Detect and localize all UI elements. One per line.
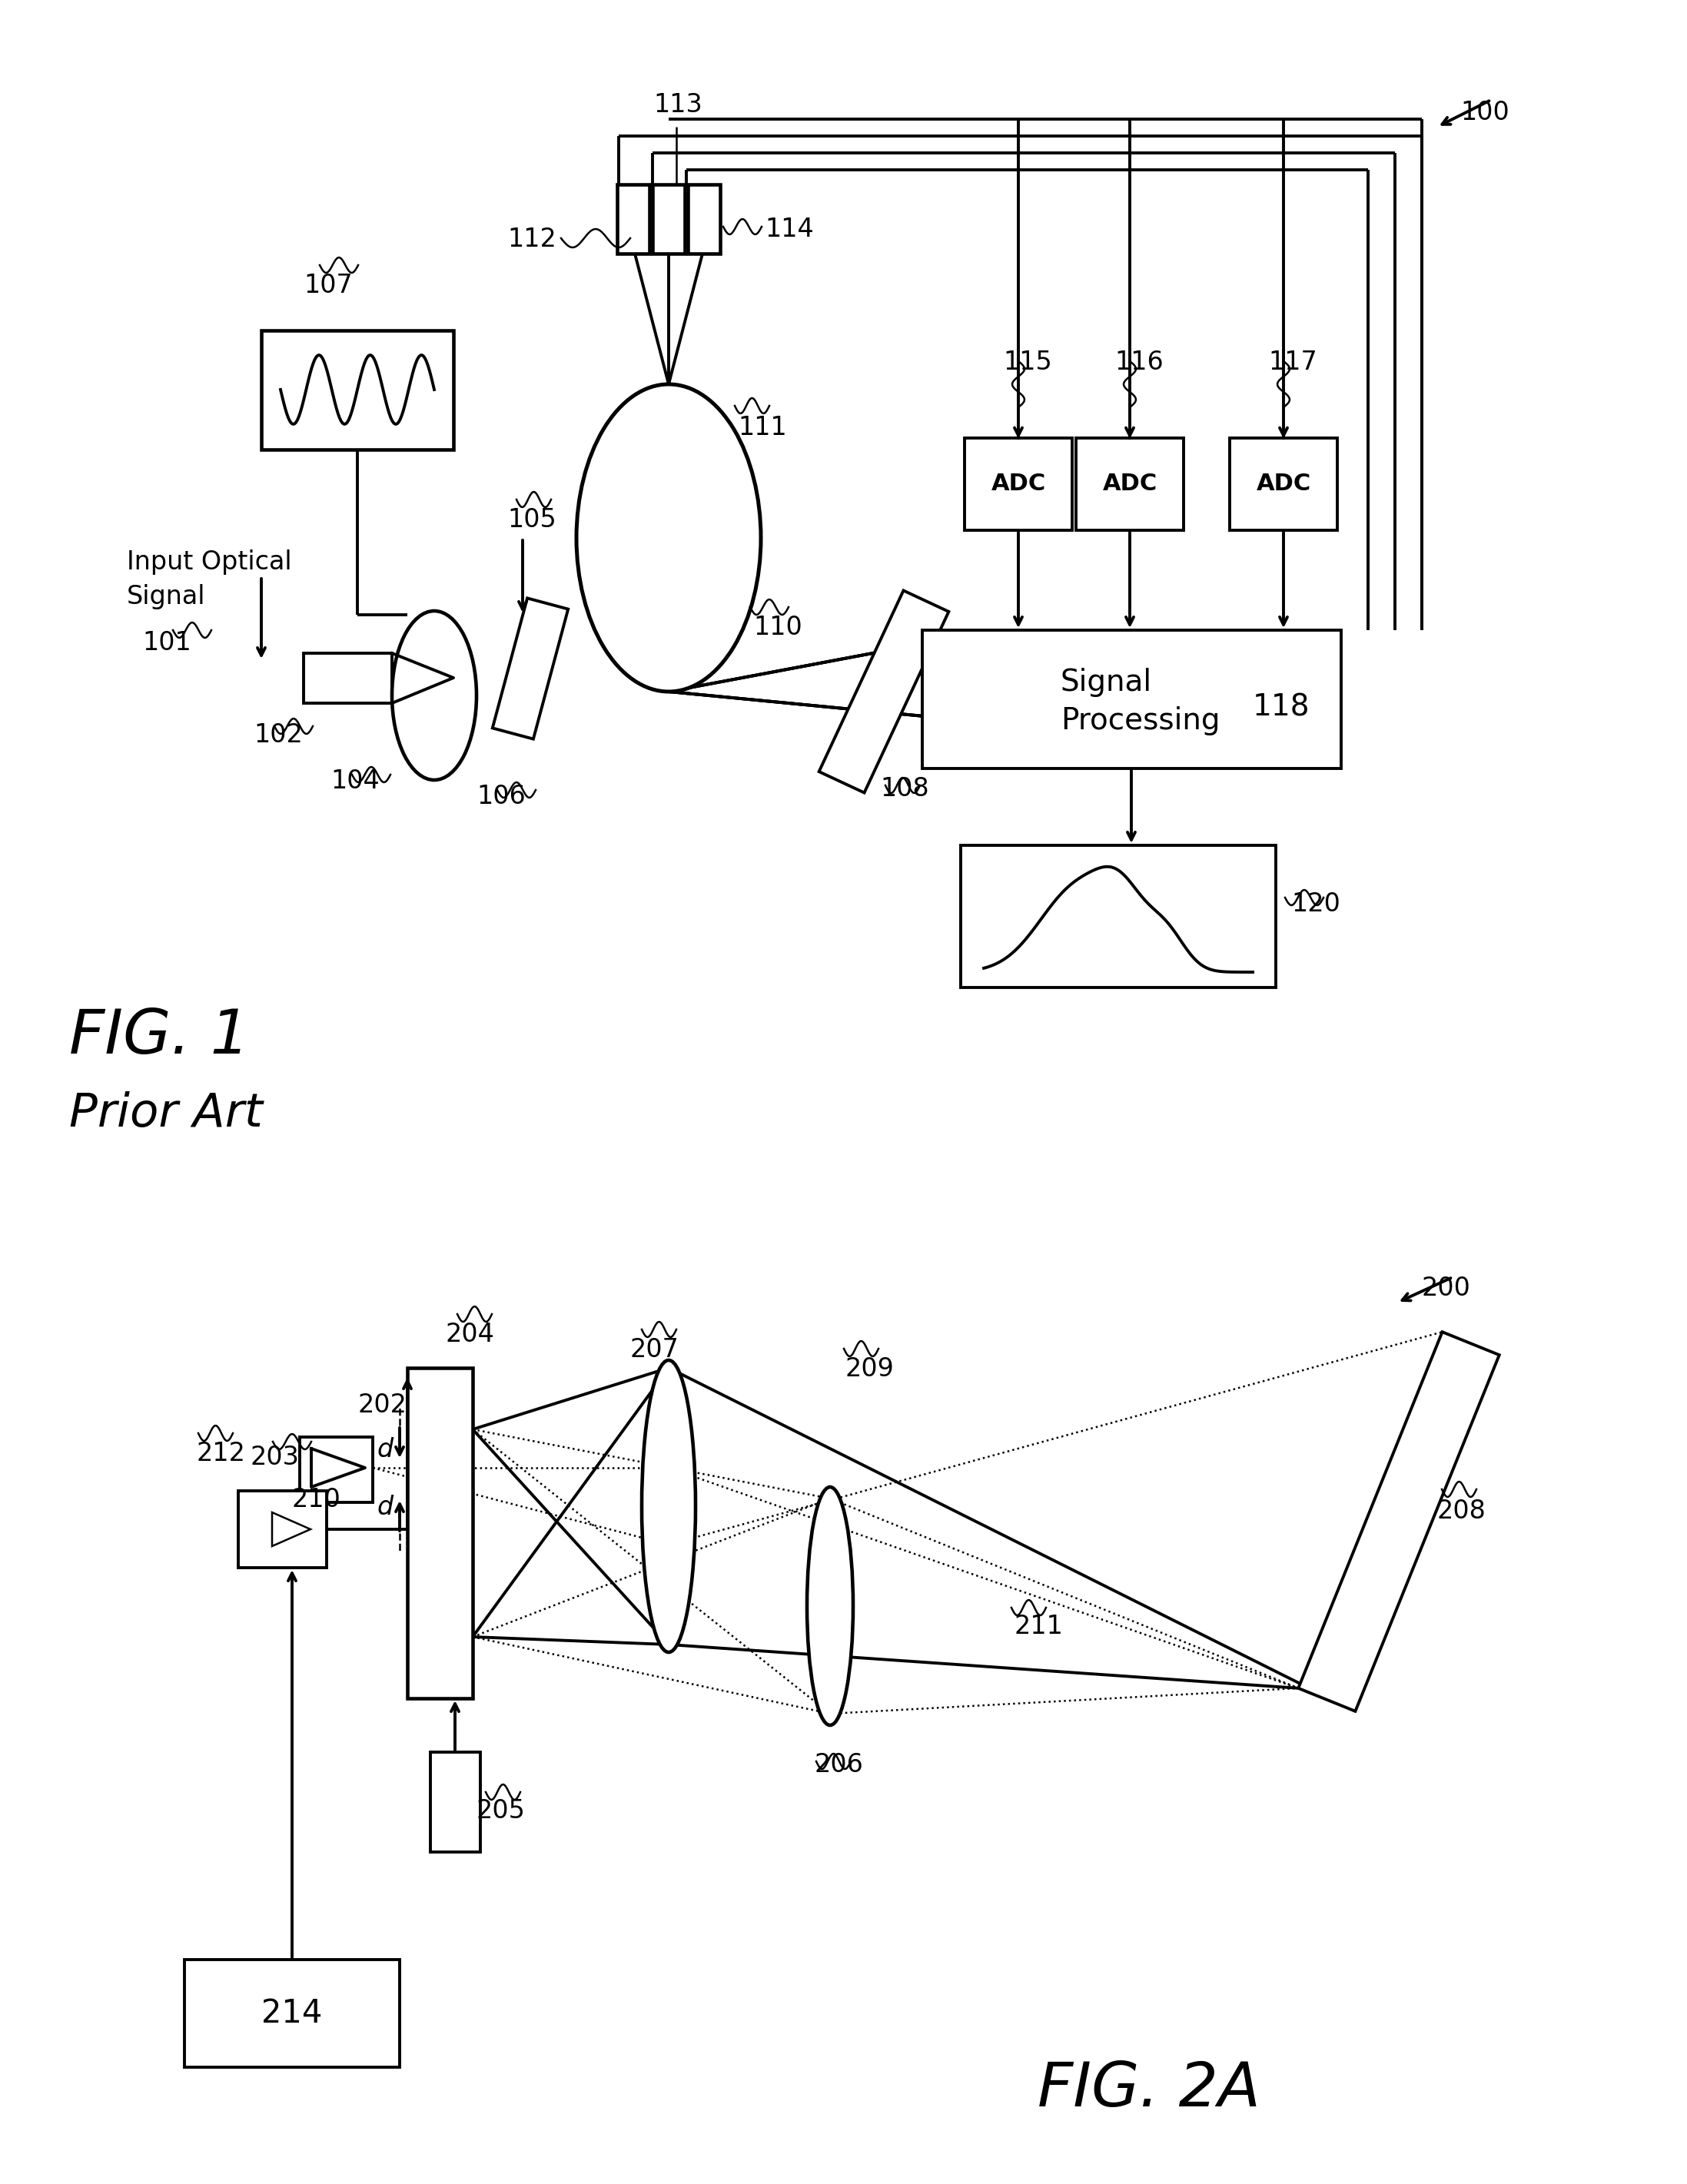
Bar	[688, 183, 720, 253]
Ellipse shape	[577, 384, 761, 692]
Ellipse shape	[641, 1361, 695, 1653]
Polygon shape	[493, 598, 569, 738]
Text: 120: 120	[1291, 891, 1339, 917]
Text: 101: 101	[142, 631, 191, 655]
Text: 104: 104	[331, 769, 380, 793]
Bar	[300, 1437, 373, 1503]
Bar	[1230, 439, 1338, 531]
Bar	[430, 1752, 481, 1852]
Polygon shape	[1299, 1332, 1500, 1712]
Text: 209: 209	[845, 1356, 894, 1382]
Text: 116: 116	[1115, 349, 1164, 376]
Text: 202: 202	[358, 1393, 407, 1417]
Text: FIG. 1: FIG. 1	[69, 1007, 250, 1066]
Bar	[653, 183, 685, 253]
Text: 204: 204	[445, 1321, 494, 1348]
Text: Input Optical: Input Optical	[127, 550, 292, 574]
Text: d: d	[376, 1437, 393, 1463]
Text: 214: 214	[261, 1996, 322, 2029]
Text: 210: 210	[292, 1487, 341, 1511]
Text: FIG. 2A: FIG. 2A	[1038, 2060, 1260, 2118]
Bar	[407, 1367, 472, 1699]
Text: d: d	[376, 1494, 393, 1520]
Text: 114: 114	[764, 216, 813, 242]
Bar	[238, 1492, 327, 1568]
Bar	[261, 330, 454, 450]
Text: Signal: Signal	[127, 583, 206, 609]
Text: 108: 108	[881, 775, 930, 802]
Bar	[184, 1959, 400, 2068]
Text: 106: 106	[476, 784, 526, 810]
Bar	[304, 653, 391, 703]
Text: 208: 208	[1437, 1498, 1486, 1524]
Polygon shape	[818, 590, 948, 793]
Text: 107: 107	[304, 273, 353, 299]
Bar	[960, 845, 1275, 987]
Text: 200: 200	[1422, 1275, 1471, 1302]
Text: 100: 100	[1461, 100, 1510, 124]
Text: 113: 113	[653, 92, 702, 118]
Text: 203: 203	[250, 1446, 299, 1470]
Text: 207: 207	[631, 1337, 680, 1363]
Text: 206: 206	[815, 1752, 864, 1778]
Text: 110: 110	[752, 614, 803, 640]
Text: 205: 205	[476, 1797, 526, 1824]
Text: 212: 212	[196, 1441, 245, 1465]
Text: Processing: Processing	[1061, 705, 1220, 736]
Ellipse shape	[391, 612, 476, 780]
Text: ADC: ADC	[1257, 474, 1311, 496]
Text: Prior Art: Prior Art	[69, 1092, 263, 1136]
Text: ADC: ADC	[1102, 474, 1157, 496]
Text: ADC: ADC	[990, 474, 1046, 496]
Text: 102: 102	[253, 723, 302, 747]
Text: 117: 117	[1269, 349, 1318, 376]
Text: 115: 115	[1004, 349, 1053, 376]
Text: 111: 111	[737, 415, 786, 441]
Text: Signal: Signal	[1061, 668, 1152, 697]
Polygon shape	[272, 1511, 310, 1546]
Text: 105: 105	[508, 507, 557, 533]
Bar	[617, 183, 649, 253]
Bar	[923, 631, 1341, 769]
Text: 211: 211	[1014, 1614, 1063, 1640]
Text: 112: 112	[508, 227, 557, 251]
Bar	[965, 439, 1073, 531]
Ellipse shape	[806, 1487, 854, 1725]
Bar	[1076, 439, 1184, 531]
Text: 118: 118	[1253, 692, 1311, 721]
